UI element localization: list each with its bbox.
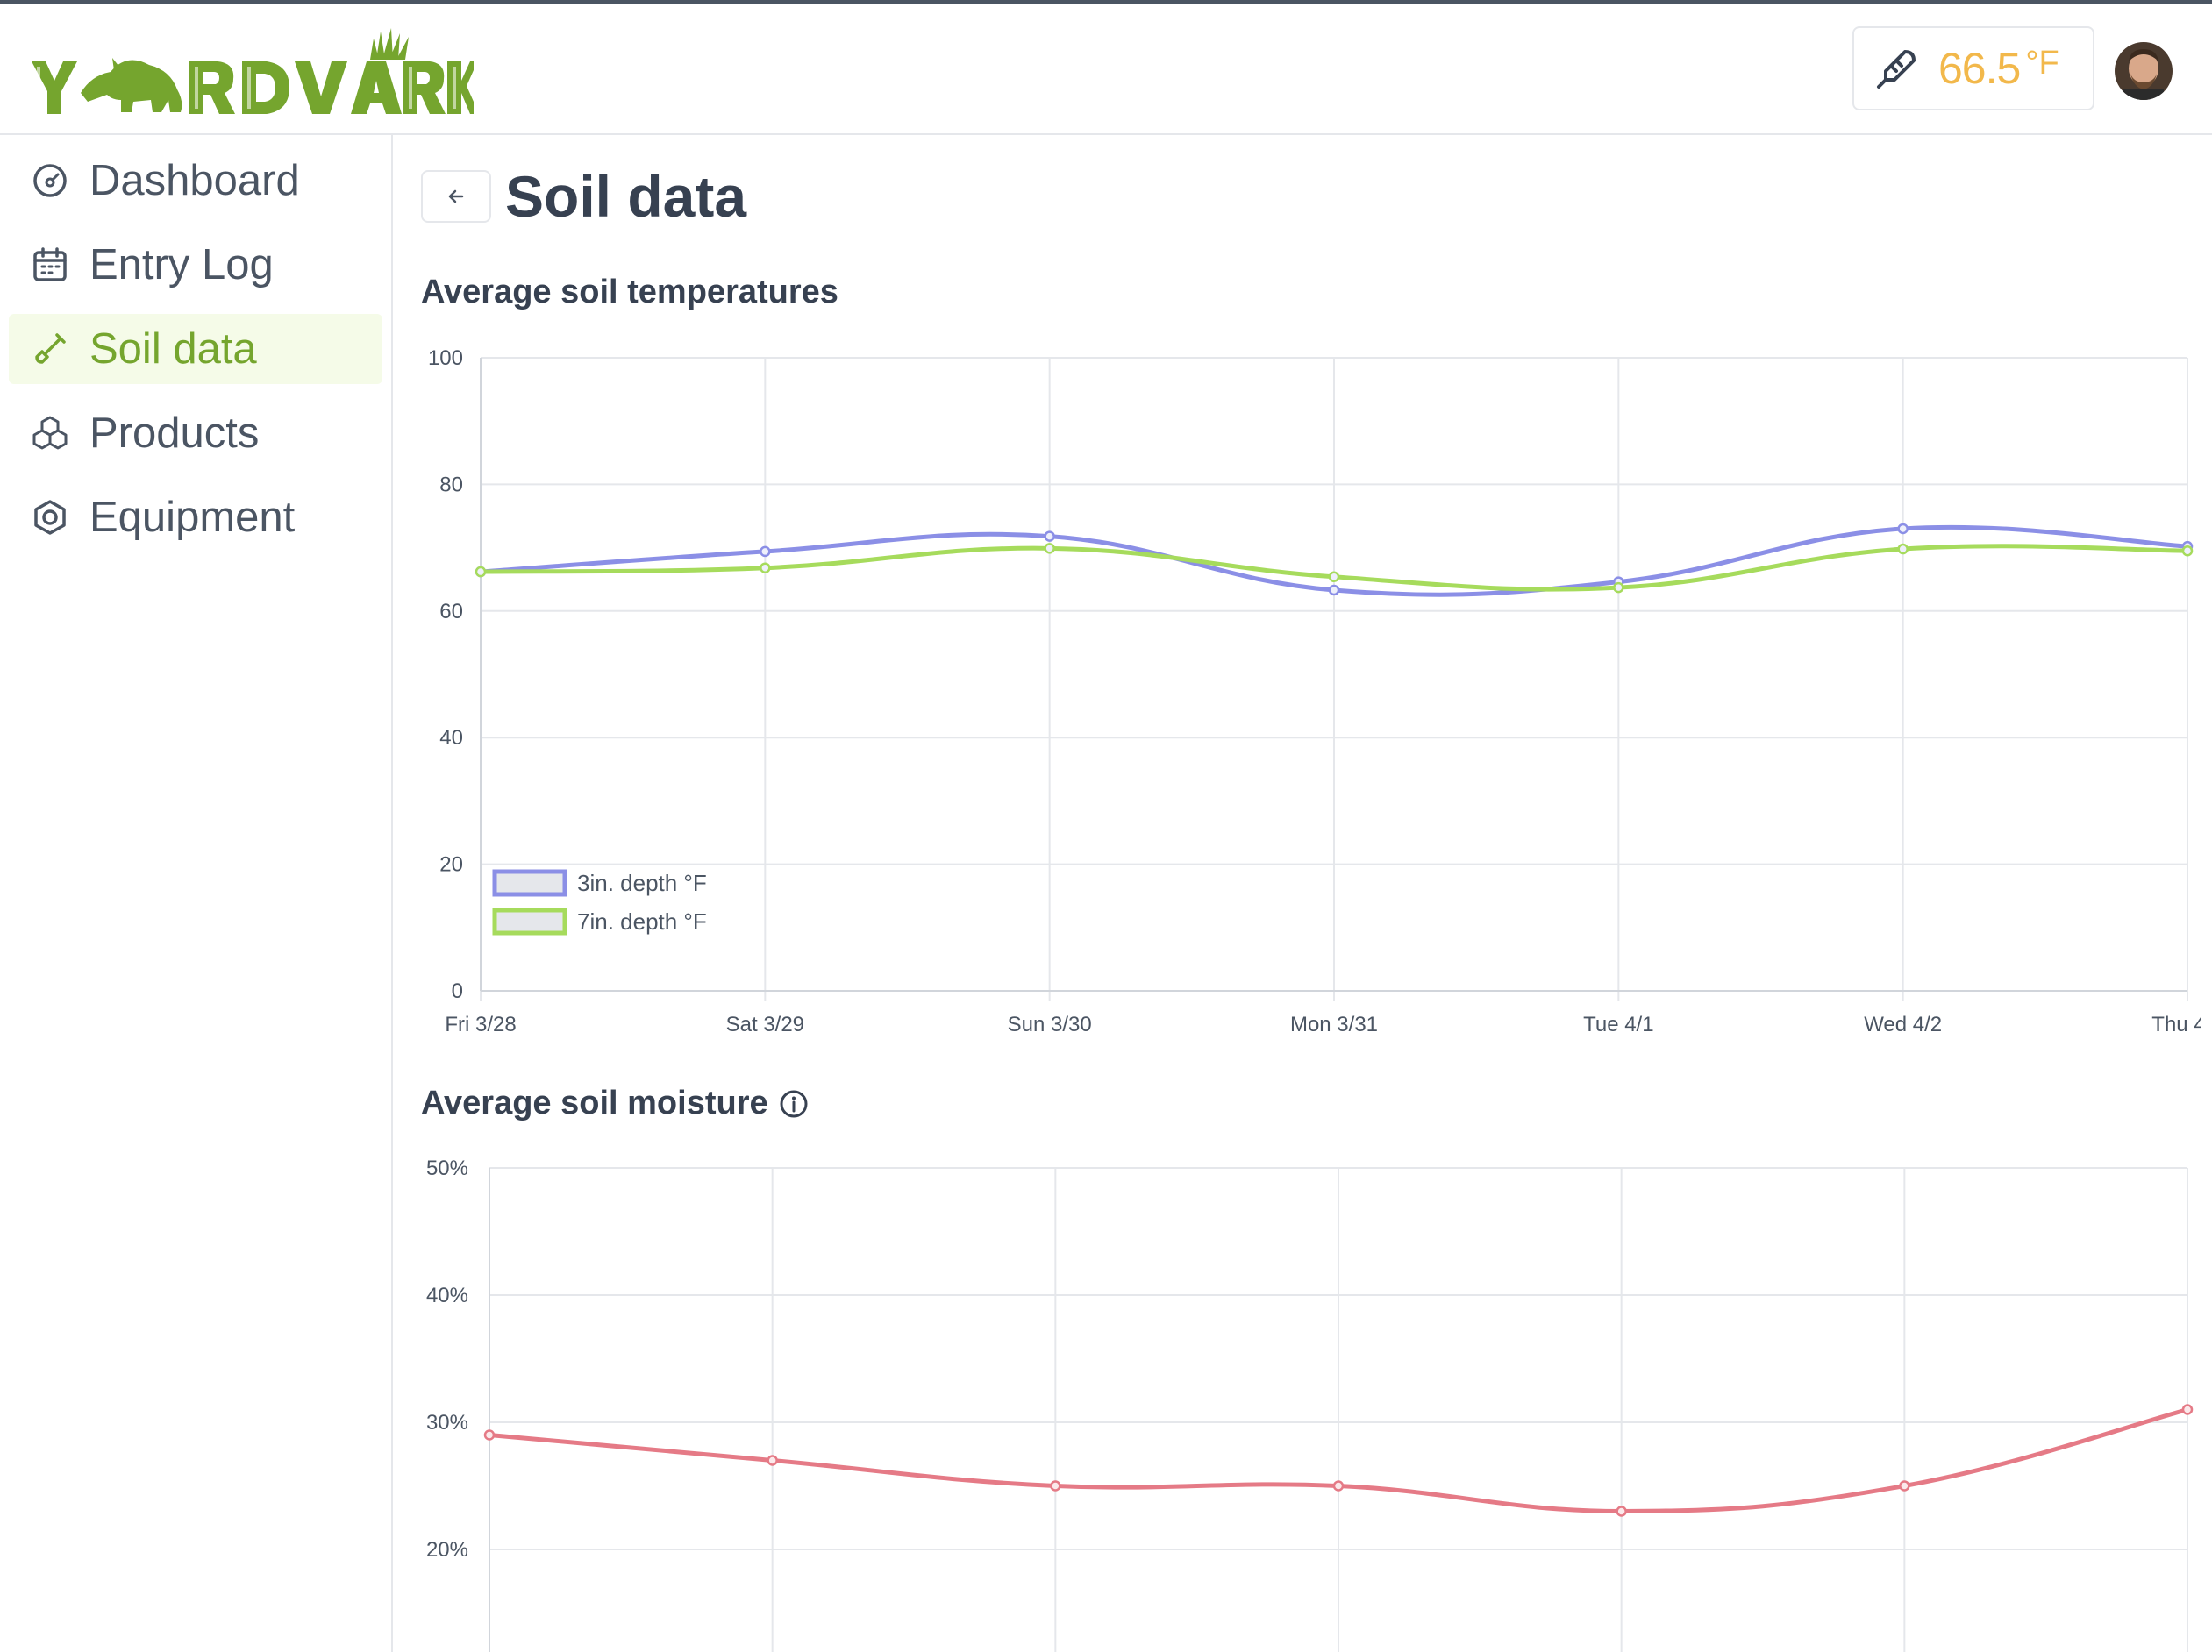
app-logo[interactable]: [30, 26, 474, 117]
temp-data-point: [1328, 584, 1340, 596]
sidebar-item-label: Equipment: [89, 494, 296, 541]
arrow-left-icon: [448, 189, 464, 203]
moisture-section-title-text: Average soil moisture: [421, 1085, 768, 1122]
temperature-section-title-text: Average soil temperatures: [421, 274, 838, 310]
temp-y-tick-label: 80: [439, 473, 463, 496]
soil-temperature-chart: 0 20 40 60 80 100 Fri 3/28 Sat 3/29 Sun 3/30 Mon …: [428, 346, 2201, 1036]
aardvark-logo: [81, 58, 182, 112]
sidebar: Dashboard Entry Log Soil data Product: [0, 135, 393, 1652]
user-avatar[interactable]: [2115, 42, 2173, 100]
page-title: Soil data: [505, 164, 747, 229]
temp-y-tick-label: 40: [439, 726, 463, 750]
sidebar-item-label: Dashboard: [89, 157, 300, 204]
moist-data-point: [483, 1429, 496, 1441]
sidebar-item-products[interactable]: Products: [9, 398, 382, 468]
moist-y-tick-label: 20%: [426, 1538, 468, 1562]
moist-y-tick-label: 30%: [426, 1411, 468, 1435]
temp-y-tick-label: 100: [428, 346, 463, 370]
temp-x-tick-label: Sun 3/30: [1008, 1013, 1092, 1036]
temp-legend-label: 7in. depth °F: [577, 908, 707, 935]
temp-data-point: [1044, 543, 1055, 554]
moisture-section-title: Average soil moisture: [421, 1085, 809, 1122]
shovel-icon: [35, 333, 66, 364]
hexagon-nut-icon: [34, 500, 66, 535]
temp-legend-swatch: [492, 869, 567, 897]
sidebar-item-dashboard[interactable]: Dashboard: [9, 146, 382, 216]
temp-data-point: [1613, 581, 1624, 594]
temp-x-tick-label: Thu 4/3: [2151, 1013, 2201, 1036]
calendar-icon: [33, 247, 67, 281]
sidebar-item-label: Entry Log: [89, 241, 274, 288]
moist-data-point: [1616, 1506, 1627, 1517]
temp-x-tick-label: Wed 4/2: [1864, 1013, 1942, 1036]
info-circle-icon[interactable]: [779, 1089, 809, 1119]
cubes-icon: [32, 416, 68, 450]
moist-data-point: [2181, 1404, 2194, 1415]
temp-data-point: [760, 562, 771, 573]
temperature-value: 66.5: [1938, 44, 2021, 93]
temp-x-tick-label: Mon 3/31: [1290, 1013, 1378, 1036]
app-header: 66.5 °F: [0, 4, 2212, 135]
temp-x-tick-label: Fri 3/28: [445, 1013, 516, 1036]
soil-moisture-chart: 20% 30% 40% 50%: [426, 1157, 2194, 1652]
sidebar-item-label: Soil data: [89, 325, 257, 373]
back-button[interactable]: [421, 170, 491, 223]
temp-y-tick-label: 20: [439, 853, 463, 877]
temp-legend-swatch: [492, 908, 567, 936]
temp-data-point: [1897, 523, 1909, 535]
temp-data-point: [1044, 530, 1055, 542]
sidebar-item-soil-data[interactable]: Soil data: [9, 314, 382, 384]
temp-legend-label: 3in. depth °F: [577, 870, 707, 896]
moist-data-point: [767, 1455, 778, 1466]
gauge-icon: [33, 164, 67, 197]
temp-data-point: [760, 545, 771, 558]
temperature-unit: °F: [2025, 44, 2059, 82]
moist-data-point: [1899, 1480, 1910, 1492]
sidebar-item-entry-log[interactable]: Entry Log: [9, 230, 382, 300]
temperature-section-title: Average soil temperatures: [421, 274, 838, 311]
temperature-widget[interactable]: 66.5 °F: [1852, 26, 2094, 110]
thermometer-icon: [1877, 50, 1916, 89]
temp-data-point: [475, 566, 487, 578]
sidebar-item-label: Products: [89, 409, 260, 457]
top-border: [0, 0, 2212, 4]
temp-x-tick-label: Sat 3/29: [726, 1013, 804, 1036]
temp-y-tick-label: 0: [452, 979, 463, 1003]
sidebar-item-equipment[interactable]: Equipment: [9, 482, 382, 552]
temp-data-point: [2181, 545, 2194, 557]
grass-icon: [370, 28, 409, 60]
moist-data-point: [1050, 1480, 1061, 1492]
temp-y-tick-label: 60: [439, 600, 463, 623]
temp-x-tick-label: Tue 4/1: [1583, 1013, 1654, 1036]
temp-data-point: [1328, 571, 1340, 583]
moist-data-point: [1332, 1480, 1345, 1492]
moist-y-tick-label: 40%: [426, 1284, 468, 1307]
moist-y-tick-label: 50%: [426, 1157, 468, 1180]
temp-data-point: [1897, 543, 1909, 555]
